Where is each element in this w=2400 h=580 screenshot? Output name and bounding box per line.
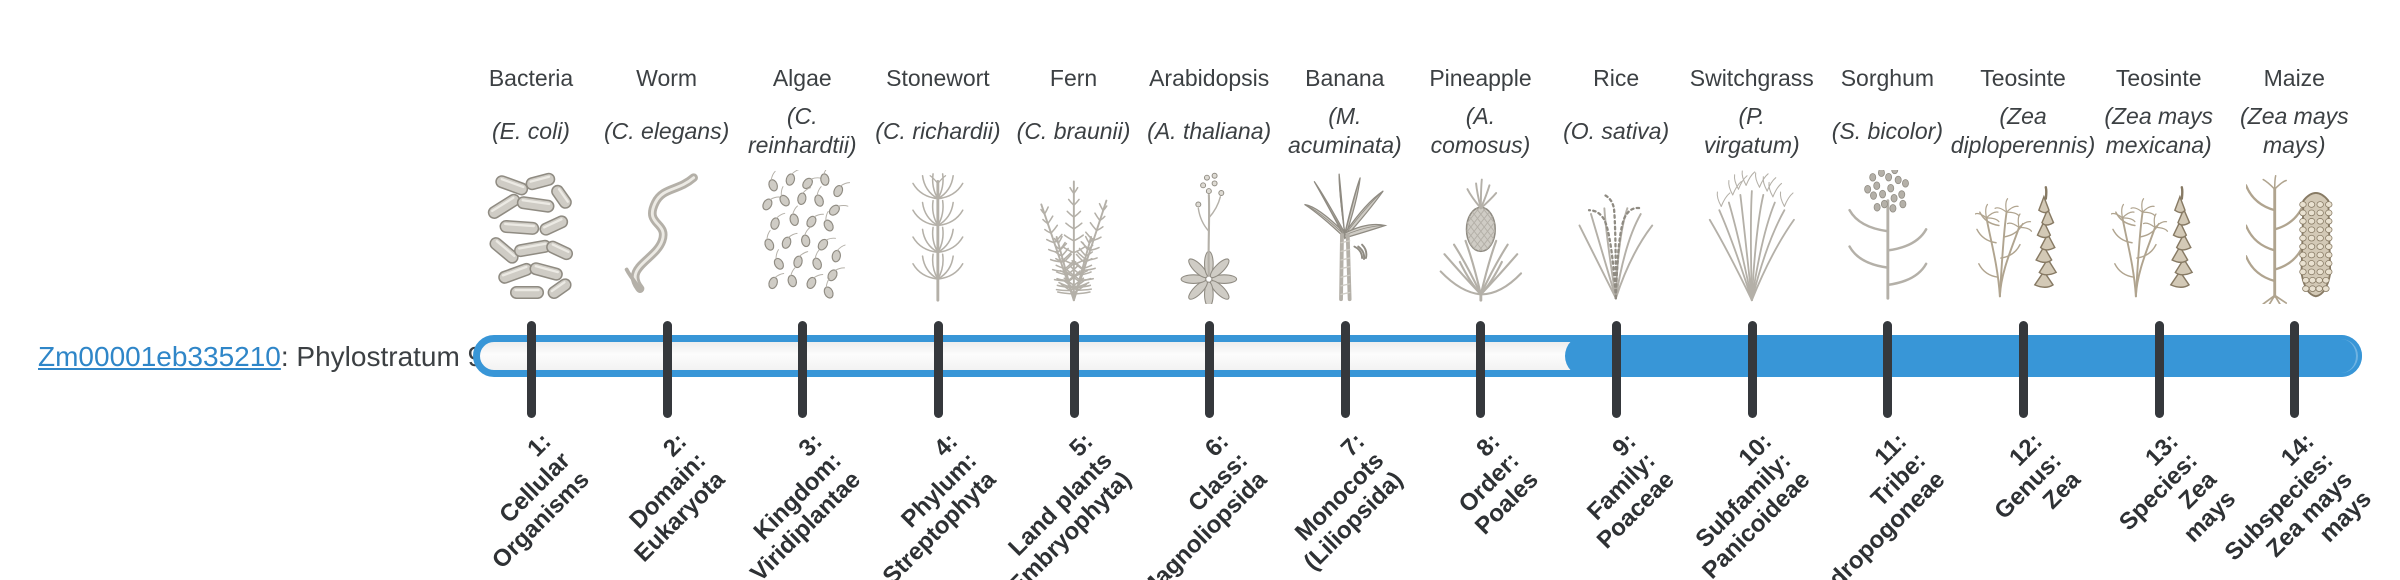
gene-link[interactable]: Zm00001eb335210	[38, 341, 281, 372]
phylostratum-tick	[527, 321, 536, 418]
organism-name: Banana	[1305, 65, 1385, 91]
organism-latin-name: (C. elegans)	[603, 117, 730, 144]
organism-latin-name: (C. braunii)	[1016, 117, 1131, 144]
phylostratum-label: 2: Domain: Eukaryota	[623, 428, 730, 568]
phylostratum-tick	[933, 321, 943, 418]
organism-latin-name: (A. thaliana)	[1147, 117, 1272, 144]
teosinte-icon	[1948, 168, 2098, 306]
stonewort-icon	[863, 168, 1013, 306]
organism-latin-name: (Zea mays mexicana)	[2104, 103, 2213, 158]
maize-icon	[2219, 168, 2369, 306]
switchgrass-icon	[1677, 168, 1827, 306]
phylostratum-tick	[1476, 321, 1486, 418]
organism-latin-name: (O. sativa)	[1563, 117, 1670, 144]
phylostratum-tick	[1205, 321, 1215, 418]
organism-name: Worm	[636, 65, 698, 91]
gene-phylostratum-text: : Phylostratum 9	[280, 341, 484, 372]
organism-latin-name: (P. virgatum)	[1703, 103, 1800, 158]
phylostratum-label: 1: Cellular Organisms	[486, 428, 595, 574]
organism-name: Rice	[1593, 65, 1640, 91]
phylostratum-tick	[1612, 321, 1622, 418]
bacteria-icon	[456, 168, 606, 306]
phylostratum-label: 14: Subspecies: Zea mays mays	[2219, 428, 2377, 567]
phylostratum-tick	[1069, 321, 1079, 418]
phylostratum-tick	[798, 321, 808, 418]
organism-name: Maize	[2263, 65, 2325, 91]
organism-name: Switchgrass	[1689, 65, 1814, 91]
phylostrata-highlight	[1565, 335, 2362, 377]
fern-icon	[999, 168, 1149, 306]
organism-latin-name: (Zea mays mays)	[2239, 103, 2349, 158]
teosinte-icon	[2084, 168, 2234, 306]
organism-name: Arabidopsis	[1149, 65, 1270, 91]
gene-label: Zm00001eb335210: Phylostratum 9	[38, 340, 483, 374]
organism-latin-name: (E. coli)	[492, 117, 570, 144]
arabidopsis-icon	[1134, 168, 1284, 306]
worm-icon	[592, 168, 742, 306]
sorghum-icon	[1812, 168, 1962, 306]
phylostratum-tick	[662, 321, 672, 418]
organism-name: Pineapple	[1429, 65, 1532, 91]
phylostratum-label: 13: Species: Zea mays	[2113, 428, 2242, 548]
organism-name: Teosinte	[2115, 65, 2202, 91]
organism-name: Teosinte	[1980, 65, 2066, 91]
organism-name: Algae	[772, 65, 832, 91]
phylostratum-label: 8: Order: Poales	[1453, 428, 1544, 540]
organism-name: Bacteria	[488, 65, 574, 91]
phylostratum-tick	[1883, 321, 1893, 418]
pineapple-icon	[1405, 168, 1555, 306]
organism-latin-name: (M. acuminata)	[1287, 103, 1402, 158]
phylostratum-tick	[2290, 321, 2300, 418]
organism-name: Sorghum	[1840, 65, 1935, 91]
organism-name: Fern	[1049, 65, 1098, 91]
organism-latin-name: (C. richardii)	[875, 117, 1001, 144]
phylostratum-tick	[1747, 321, 1757, 418]
rice-icon	[1541, 168, 1691, 306]
organism-latin-name: (C. reinhardtii)	[747, 103, 857, 158]
phylostratum-label: 6: Class: Magnoliopsida	[1134, 428, 1273, 580]
banana-icon	[1270, 168, 1420, 306]
phylostratum-label: 9: Family: Poaceae	[1581, 428, 1680, 555]
phylostratum-label: 3: Kingdom: Viridiplantae	[744, 428, 866, 580]
phylostratum-tick	[1340, 321, 1350, 418]
organism-latin-name: (S. bicolor)	[1831, 117, 1943, 144]
phylostratum-tick	[2019, 321, 2029, 418]
organism-latin-name: (A. comosus)	[1430, 103, 1531, 158]
phylostratum-tick	[2154, 321, 2164, 418]
organism-name: Stonewort	[886, 65, 990, 91]
organism-latin-name: (Zea diploperennis)	[1950, 103, 2096, 158]
phylostratum-label: 7: Monocots (Liliopsida)	[1289, 428, 1409, 576]
phylostratum-label: 12: Genus: Zea	[1989, 428, 2087, 525]
algae-icon	[727, 168, 877, 306]
